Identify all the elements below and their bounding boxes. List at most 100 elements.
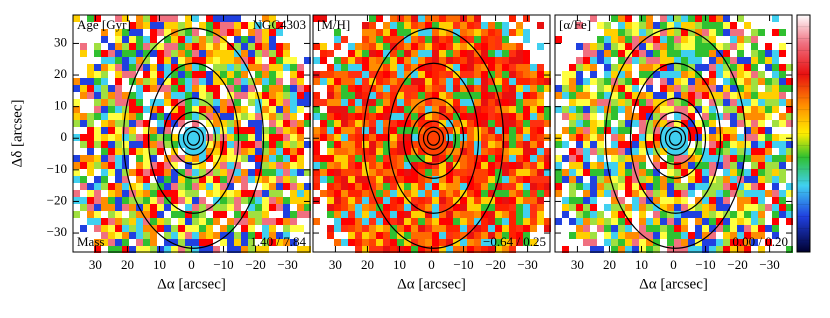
map-cell	[313, 218, 320, 225]
map-cell	[122, 155, 129, 162]
map-cell	[404, 99, 411, 106]
map-cell	[425, 183, 432, 190]
map-cell	[108, 239, 115, 246]
map-cell	[122, 225, 129, 232]
map-cell	[495, 197, 502, 204]
map-cell	[751, 50, 758, 57]
map-cell	[702, 71, 709, 78]
map-cell	[569, 148, 576, 155]
map-cell	[674, 176, 681, 183]
map-cell	[290, 197, 297, 204]
map-cell	[502, 99, 509, 106]
map-cell	[597, 15, 604, 22]
map-cell	[220, 71, 227, 78]
map-cell	[383, 225, 390, 232]
map-cell	[136, 190, 143, 197]
map-cell	[348, 113, 355, 120]
map-cell	[488, 22, 495, 29]
map-cell	[716, 22, 723, 29]
map-cell	[674, 155, 681, 162]
map-cell	[334, 78, 341, 85]
map-cell	[94, 50, 101, 57]
map-cell	[87, 155, 94, 162]
map-cell	[348, 148, 355, 155]
map-cell	[94, 162, 101, 169]
map-cell	[611, 127, 618, 134]
map-cell	[101, 50, 108, 57]
map-cell	[178, 225, 185, 232]
map-cell	[136, 183, 143, 190]
map-cell	[390, 57, 397, 64]
map-cell	[432, 176, 439, 183]
map-cell	[646, 99, 653, 106]
map-cell	[418, 106, 425, 113]
map-cell	[115, 162, 122, 169]
map-cell	[646, 141, 653, 148]
map-cell	[425, 15, 432, 22]
map-cell	[432, 50, 439, 57]
y-tick-label: 10	[54, 98, 67, 113]
map-cell	[227, 134, 234, 141]
map-cell	[481, 169, 488, 176]
map-cell	[723, 239, 730, 246]
map-cell	[576, 71, 583, 78]
map-cell	[562, 106, 569, 113]
map-cell	[523, 162, 530, 169]
map-cell	[164, 78, 171, 85]
map-cell	[737, 71, 744, 78]
map-cell	[136, 148, 143, 155]
map-cell	[495, 22, 502, 29]
map-cell	[667, 204, 674, 211]
map-cell	[129, 43, 136, 50]
map-cell	[248, 183, 255, 190]
map-cell	[460, 204, 467, 211]
map-cell	[157, 22, 164, 29]
map-cell	[397, 239, 404, 246]
map-cell	[660, 85, 667, 92]
map-cell	[555, 134, 562, 141]
map-cell	[369, 155, 376, 162]
map-cell	[241, 218, 248, 225]
map-cell	[80, 50, 87, 57]
map-cell	[327, 232, 334, 239]
map-cell	[101, 225, 108, 232]
map-cell	[439, 36, 446, 43]
map-cell	[376, 36, 383, 43]
map-cell	[171, 50, 178, 57]
map-cell	[290, 155, 297, 162]
map-cell	[751, 162, 758, 169]
map-cell	[460, 218, 467, 225]
map-cell	[597, 239, 604, 246]
map-cell	[562, 92, 569, 99]
map-cell	[320, 162, 327, 169]
map-cell	[576, 169, 583, 176]
map-cell	[397, 50, 404, 57]
map-cell	[632, 148, 639, 155]
map-cell	[220, 106, 227, 113]
map-cell	[779, 113, 786, 120]
map-cell	[269, 218, 276, 225]
map-cell	[779, 92, 786, 99]
map-cell	[530, 134, 537, 141]
map-cell	[488, 120, 495, 127]
map-cell	[674, 85, 681, 92]
map-cell	[709, 15, 716, 22]
map-cell	[625, 22, 632, 29]
map-cell	[779, 64, 786, 71]
map-cell	[660, 36, 667, 43]
map-cell	[495, 43, 502, 50]
map-cell	[576, 78, 583, 85]
map-cell	[157, 106, 164, 113]
map-cell	[660, 218, 667, 225]
map-cell	[744, 190, 751, 197]
map-cell	[290, 57, 297, 64]
map-cell	[758, 162, 765, 169]
map-cell	[530, 71, 537, 78]
map-cell	[702, 204, 709, 211]
map-cell	[681, 232, 688, 239]
map-cell	[390, 36, 397, 43]
x-tick-label: −10	[213, 257, 233, 272]
map-cell	[432, 211, 439, 218]
map-cell	[716, 176, 723, 183]
map-cell	[269, 211, 276, 218]
